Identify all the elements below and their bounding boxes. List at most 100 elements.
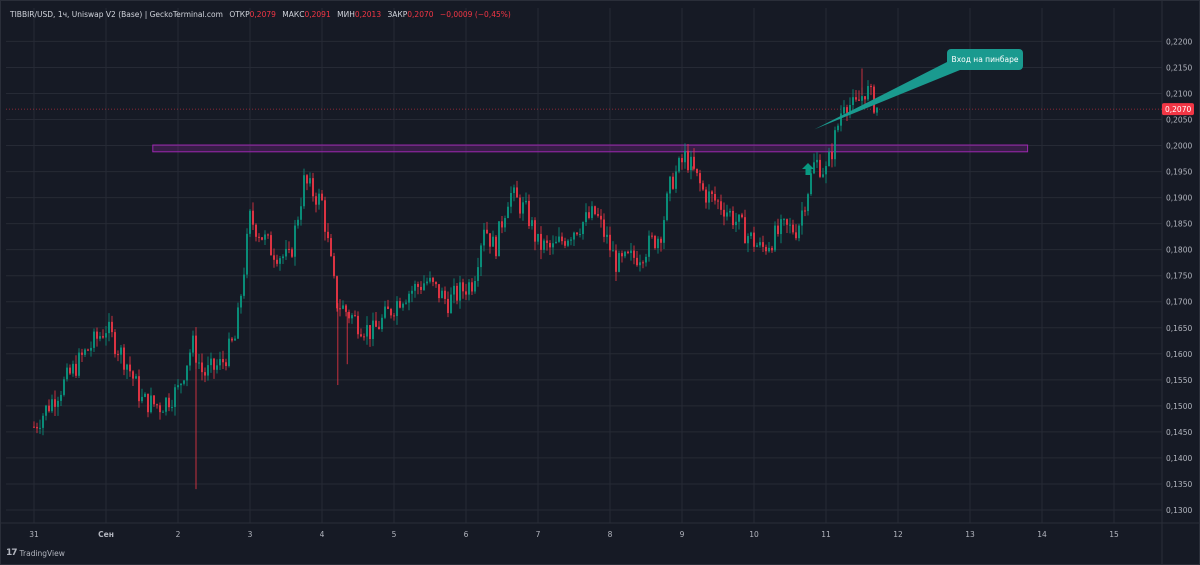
price-tick-label: 0,2100 <box>1166 89 1192 98</box>
candle-body <box>246 233 248 275</box>
candle-body <box>69 367 71 374</box>
candle-body <box>465 291 467 295</box>
candle-body <box>162 411 164 413</box>
price-tick-label: 0,1800 <box>1166 246 1192 255</box>
candle-body <box>582 222 584 235</box>
candle-body <box>651 235 653 237</box>
candle-body <box>696 168 698 174</box>
price-tick-label: 0,1950 <box>1166 168 1192 177</box>
candle-body <box>558 236 560 242</box>
candle-body <box>858 99 860 101</box>
candle-body <box>498 221 500 257</box>
candle-body <box>663 220 665 243</box>
candle-body <box>303 175 305 207</box>
candle-body <box>330 238 332 257</box>
candle-body <box>504 218 506 228</box>
price-tick-label: 0,1400 <box>1166 454 1192 463</box>
candle-body <box>420 286 422 290</box>
candle-body <box>36 426 38 429</box>
candle-body <box>543 240 545 250</box>
candle-body <box>372 320 374 340</box>
footer-brand[interactable]: 17 TradingView <box>6 548 65 558</box>
candle-body <box>672 176 674 189</box>
candle-body <box>357 315 359 335</box>
candle-body <box>546 240 548 243</box>
candle-body <box>234 338 236 341</box>
candle-body <box>501 221 503 228</box>
candle-body <box>135 376 137 379</box>
candle-body <box>345 305 347 312</box>
price-tick-label: 0,2200 <box>1166 37 1192 46</box>
candle-body <box>753 232 755 247</box>
candle-body <box>774 225 776 251</box>
candle-body <box>489 233 491 247</box>
current-price-tag-layer: 0,2070 <box>1162 103 1194 116</box>
candle-body <box>738 214 740 222</box>
resistance-zone-layer <box>152 144 1029 153</box>
price-tick-label: 0,1550 <box>1166 376 1192 385</box>
candle-body <box>321 193 323 201</box>
candle-body <box>786 219 788 225</box>
candle-body <box>711 191 713 194</box>
time-tick-label: 8 <box>608 530 613 539</box>
candle-body <box>780 219 782 235</box>
price-tick-label: 0,2150 <box>1166 63 1192 72</box>
candle-body <box>375 320 377 327</box>
candle-body <box>462 282 464 292</box>
candle-body <box>516 187 518 198</box>
price-tick-label: 0,1900 <box>1166 194 1192 203</box>
candle-body <box>399 301 401 308</box>
candle-body <box>126 364 128 370</box>
candle-body <box>249 210 251 234</box>
current-price-tag-text: 0,2070 <box>1165 105 1191 114</box>
candle-body <box>339 308 341 310</box>
candle-body <box>186 365 188 381</box>
candle-body <box>381 317 383 330</box>
candle-body <box>528 200 530 227</box>
high-value: 0,2091 <box>304 10 331 19</box>
symbol-title[interactable]: TIBBIR/USD, 1ч, Uniswap V2 (Base) | Geck… <box>10 10 223 19</box>
close-label: ЗАКР <box>387 10 408 19</box>
candle-body <box>822 174 824 177</box>
candle-body <box>276 259 278 264</box>
candle-body <box>165 397 167 412</box>
candle-body <box>783 219 785 221</box>
candle-body <box>720 201 722 210</box>
candle-body <box>867 86 869 100</box>
candle-body <box>111 321 113 333</box>
candle-body <box>831 151 833 160</box>
candle-body <box>438 284 440 299</box>
callout-label[interactable]: Вход на пинбаре <box>951 55 1019 64</box>
candle-body <box>507 206 509 219</box>
candle-body <box>150 395 152 413</box>
candle-body <box>102 336 104 338</box>
candle-body <box>660 238 662 243</box>
candle-body <box>525 200 527 203</box>
candle-body <box>747 236 749 244</box>
candle-body <box>678 158 680 172</box>
candle-body <box>567 240 569 246</box>
candle-body <box>426 281 428 284</box>
candle-body <box>48 405 50 412</box>
candle-body <box>279 258 281 264</box>
candle-body <box>570 239 572 241</box>
candle-body <box>156 404 158 406</box>
candle-body <box>84 349 86 355</box>
candle-body <box>441 290 443 299</box>
candle-body <box>228 338 230 367</box>
candle-body <box>492 236 494 247</box>
callout-pointer <box>814 62 960 130</box>
candle-body <box>834 130 836 160</box>
price-tick-label: 0,1350 <box>1166 480 1192 489</box>
candle-body <box>666 193 668 221</box>
candle-body <box>495 236 497 257</box>
candle-body <box>816 159 818 163</box>
candle-body <box>714 193 716 201</box>
candle-body <box>630 250 632 254</box>
candle-body <box>414 283 416 291</box>
candle-body <box>138 376 140 402</box>
candle-body <box>819 159 821 177</box>
candle-body <box>513 187 515 193</box>
